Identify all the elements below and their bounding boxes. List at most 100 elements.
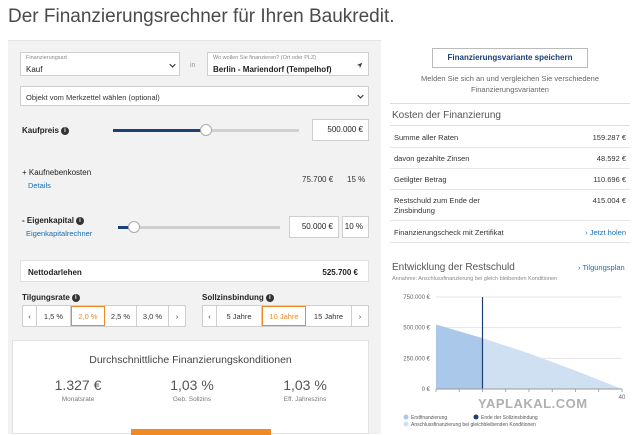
kaufpreis-slider-handle[interactable] xyxy=(200,124,212,136)
sollzinsbindung-selector: ‹ 5 Jahre 10 Jahre 15 Jahre › xyxy=(202,305,369,327)
chart-note: Annahme: Anschlussfinanzierung bei gleic… xyxy=(392,276,558,282)
nettodarlehen-label: Nettodarlehen xyxy=(28,268,82,277)
divider xyxy=(390,125,630,126)
sollzinsbindung-option-selected[interactable]: 10 Jahre xyxy=(262,306,306,326)
kaufpreis-label-text: Kaufpreis xyxy=(22,126,59,135)
location-value: Berlin - Mariendorf (Tempelhof) xyxy=(213,65,332,74)
eigenkapital-label-text: - Eigenkapital xyxy=(22,216,75,225)
restschuld-chart: 750.000 € 500.000 € 250.000 € 0 € 40 Erstfina… xyxy=(403,295,626,428)
cost-label: davon gezahlte Zinsen xyxy=(394,154,470,163)
cost-value: 48.592 € xyxy=(596,154,626,163)
cost-label: Summe aller Raten xyxy=(394,133,459,142)
eigenkapital-slider-handle[interactable] xyxy=(128,221,141,233)
kaufpreis-input[interactable]: 500.000 € xyxy=(312,119,369,141)
sollzinsbindung-option[interactable]: 5 Jahre xyxy=(217,306,262,326)
sollzinsbindung-option[interactable]: 15 Jahre xyxy=(306,306,352,326)
tilgungsplan-link[interactable]: › Tilgungsplan xyxy=(578,263,625,272)
eigenkapitalrechner-link[interactable]: Eigenkapitalrechner xyxy=(26,229,93,238)
nebenkosten-label: + Kaufnebenkosten xyxy=(22,168,92,177)
info-icon[interactable]: i xyxy=(71,293,80,302)
chevron-right-icon[interactable]: › xyxy=(175,311,179,321)
kaufpreis-label: Kaufpreis i xyxy=(22,126,69,135)
y-tick-label: 500.000 € xyxy=(403,326,430,332)
costs-title: Kosten der Finanzierung xyxy=(392,110,501,121)
monatsrate-label: Monatsrate xyxy=(61,396,95,403)
purpose-caption: Finanzierungsart xyxy=(26,55,67,61)
y-tick-label: 750.000 € xyxy=(403,295,430,301)
watermark: YAPLAKAL.COM xyxy=(478,396,588,411)
chevron-down-icon xyxy=(169,63,176,68)
legend-swatch xyxy=(403,414,409,420)
nettodarlehen-value: 525.700 € xyxy=(322,268,358,277)
cta-button-edge[interactable] xyxy=(131,429,271,435)
legend-label: Anschlussfinanzierung bei gleichbleibend… xyxy=(411,422,536,428)
y-tick-label: 250.000 € xyxy=(403,356,430,362)
cost-value: 110.696 € xyxy=(593,175,626,184)
info-icon[interactable]: i xyxy=(265,293,274,302)
nebenkosten-details-link[interactable]: Details xyxy=(28,181,51,190)
conditions-title: Durchschnittliche Finanzierungskondition… xyxy=(89,354,292,366)
divider xyxy=(390,103,630,104)
tilgungsrate-option-selected[interactable]: 2,0 % xyxy=(71,306,105,326)
eigenkapital-slider[interactable] xyxy=(118,221,280,233)
purpose-value: Kauf xyxy=(26,65,43,74)
x-tick-label: 40 xyxy=(619,395,626,401)
nebenkosten-amount: 75.700 € xyxy=(302,175,334,184)
cost-row: Summe aller Raten 159.287 € xyxy=(390,127,630,148)
eigenkapital-percent-input[interactable]: 10 % xyxy=(342,216,369,238)
tilgungsrate-option[interactable]: 1,5 % xyxy=(37,306,71,326)
tilgungsrate-option[interactable]: 3,0 % xyxy=(137,306,169,326)
info-icon[interactable]: i xyxy=(60,126,69,135)
chevron-left-icon[interactable]: ‹ xyxy=(203,306,217,326)
cost-value: 159.287 € xyxy=(592,133,626,142)
eigenkapital-slider-fill xyxy=(118,226,135,229)
save-hint: Melden Sie sich an und vergleichen Sie v… xyxy=(420,74,600,83)
tilgungsrate-label: Tilgungsrate i xyxy=(22,293,80,302)
cost-row: Getilgter Betrag 110.696 € xyxy=(390,169,630,190)
save-hint-line2: Finanzierungsvarianten xyxy=(471,85,549,94)
kaufpreis-slider-fill xyxy=(113,129,206,132)
cost-label: Getilgter Betrag xyxy=(394,175,447,184)
location-arrow-icon[interactable] xyxy=(356,62,363,69)
location-input[interactable]: Wo wollen Sie finanzieren? (Ort oder PLZ… xyxy=(207,52,369,76)
tilgungsrate-option[interactable]: 2,5 % xyxy=(105,306,137,326)
sollzinsbindung-label-text: Sollzinsbindung xyxy=(202,293,264,302)
series-area xyxy=(436,324,483,389)
check-row: Finanzierungscheck mit Zertifikat › Jetz… xyxy=(390,221,630,243)
jetzt-holen-link[interactable]: › Jetzt holen xyxy=(585,228,626,237)
conditions-card: Durchschnittliche Finanzierungskondition… xyxy=(12,340,369,435)
legend-swatch xyxy=(403,421,409,427)
cost-row: davon gezahlte Zinsen 48.592 € xyxy=(390,148,630,169)
nettodarlehen-row: Nettodarlehen 525.700 € xyxy=(20,260,369,282)
cost-value: 415.004 € xyxy=(592,196,626,205)
info-icon[interactable]: i xyxy=(76,216,85,225)
tilgungsrate-label-text: Tilgungsrate xyxy=(22,293,70,302)
eigenkapital-label: - Eigenkapital i xyxy=(22,216,85,225)
in-label: in xyxy=(190,62,196,69)
chart-title: Entwicklung der Restschuld xyxy=(392,262,515,273)
purpose-select[interactable]: Finanzierungsart Kauf xyxy=(20,52,180,76)
tilgungsrate-selector: ‹ 1,5 % 2,0 % 2,5 % 3,0 % › xyxy=(22,305,186,327)
cost-label-line2: Zinsbindung xyxy=(394,206,435,215)
sollzins-value: 1,03 % xyxy=(170,377,214,393)
jahreszins-value: 1,03 % xyxy=(283,377,327,393)
cost-label: Restschuld zum Ende der xyxy=(394,196,480,205)
location-caption: Wo wollen Sie finanzieren? (Ort oder PLZ… xyxy=(213,55,317,61)
y-tick-label: 0 € xyxy=(422,387,431,393)
sollzinsbindung-label: Sollzinsbindung i xyxy=(202,293,274,302)
chevron-left-icon[interactable]: ‹ xyxy=(23,306,37,326)
jahreszins-label: Eff. Jahreszins xyxy=(283,396,327,403)
chevron-right-icon[interactable]: › xyxy=(358,311,362,321)
legend-label: Erstfinanzierung xyxy=(411,415,447,421)
legend-label: Ende der Sollzinsbindung xyxy=(481,415,538,421)
series-area xyxy=(482,338,622,389)
cost-row: Restschuld zum Ende der Zinsbindung 415.… xyxy=(390,190,630,221)
kaufpreis-slider[interactable] xyxy=(113,124,299,136)
eigenkapital-input[interactable]: 50.000 € xyxy=(289,216,339,238)
chevron-down-icon xyxy=(357,94,364,99)
save-variant-button[interactable]: Finanzierungsvariante speichern xyxy=(432,48,588,68)
check-label: Finanzierungscheck mit Zertifikat xyxy=(394,228,504,237)
sollzins-label: Geb. Sollzins xyxy=(172,396,212,403)
object-select[interactable]: Objekt vom Merkzettel wählen (optional) xyxy=(20,86,369,106)
object-select-label: Objekt vom Merkzettel wählen (optional) xyxy=(26,93,160,102)
